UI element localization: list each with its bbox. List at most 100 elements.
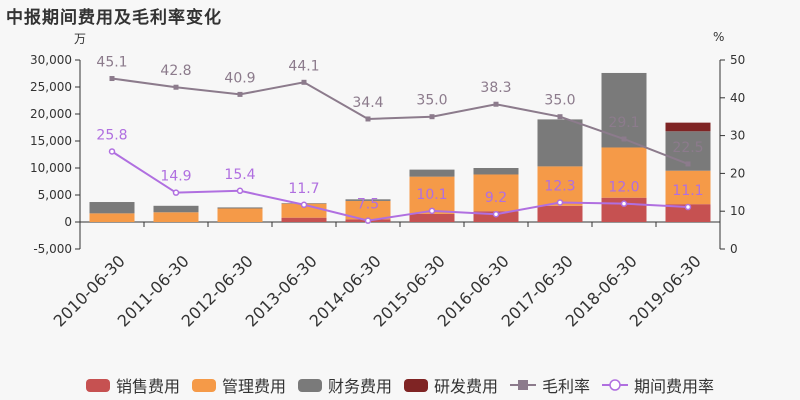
legend-symbol	[602, 379, 629, 391]
bar-segment	[217, 208, 263, 222]
data-label: 44.1	[288, 58, 319, 74]
data-label: 29.1	[608, 115, 639, 131]
data-label: 9.2	[485, 190, 507, 206]
data-label: 42.8	[160, 63, 191, 79]
bar-segment	[537, 166, 583, 206]
chart-title: 中报期间费用及毛利率变化	[6, 8, 222, 28]
line-point	[621, 136, 627, 142]
line-point	[429, 114, 435, 120]
line-point	[493, 101, 499, 107]
bar-segment	[665, 170, 711, 205]
legend-label: 销售费用	[115, 377, 180, 396]
data-label: 25.8	[96, 127, 127, 143]
line-point	[365, 116, 371, 122]
legend-label: 研发费用	[434, 377, 499, 396]
data-label: 10.1	[416, 187, 447, 203]
legend-item[interactable]: 期间费用率	[602, 373, 714, 397]
line-point	[685, 161, 691, 167]
line-point	[237, 91, 243, 97]
legend-symbol	[404, 378, 428, 392]
data-label: 12.0	[608, 180, 639, 196]
data-label: 34.4	[352, 95, 383, 111]
left-axis-unit: 万	[74, 32, 87, 46]
right-tick-label: 40	[730, 91, 745, 105]
line-point	[620, 200, 628, 207]
left-tick-label: 25,000	[30, 80, 72, 94]
left-tick-label: 15,000	[30, 134, 72, 148]
series-line	[111, 150, 689, 222]
legend-item[interactable]: 销售费用	[85, 373, 180, 397]
legend-symbol	[510, 380, 537, 390]
line-point	[108, 148, 116, 155]
data-label: 15.4	[224, 167, 255, 183]
right-tick-label: 20	[730, 166, 745, 180]
legend-symbol	[297, 378, 322, 392]
line-point	[236, 187, 244, 195]
line-point	[173, 84, 179, 90]
bar-segment	[537, 119, 583, 167]
bar-segment	[345, 200, 391, 220]
bar-segment	[409, 169, 455, 177]
bar-segment	[409, 213, 455, 222]
legend-label: 管理费用	[221, 377, 286, 396]
legend-label: 财务费用	[327, 377, 392, 396]
bar-segment	[601, 147, 647, 198]
data-label: 22.5	[672, 140, 703, 156]
right-tick-label: 50	[730, 53, 745, 67]
legend-item[interactable]: 管理费用	[191, 373, 286, 397]
data-label: 14.9	[160, 169, 191, 185]
data-label: 11.7	[288, 181, 319, 197]
bar-segment	[281, 217, 327, 222]
series-line	[111, 77, 689, 165]
data-label: 45.1	[96, 55, 127, 71]
bar-segment	[665, 204, 711, 222]
bar-segment	[601, 72, 647, 148]
line-point	[301, 79, 307, 85]
left-tick-label: 5,000	[38, 188, 72, 202]
line-point	[428, 207, 436, 215]
legend: 销售费用 管理费用 财务费用 研发费用 毛利率 期间费用率	[0, 373, 800, 397]
left-tick-label: -5,000	[33, 242, 72, 256]
line-point	[109, 76, 115, 82]
data-label: 7.5	[357, 197, 379, 213]
left-tick-label: 20,000	[30, 107, 72, 121]
bar-segment	[473, 174, 519, 212]
line-point	[492, 210, 500, 218]
bar-segment	[89, 213, 135, 222]
legend-symbol	[85, 378, 110, 392]
legend-symbol	[191, 378, 216, 392]
right-tick-label: 30	[730, 129, 745, 143]
right-tick-label: 0	[730, 242, 738, 256]
line-point	[556, 199, 564, 206]
bar-segment	[217, 207, 263, 209]
bar-segment	[665, 122, 711, 132]
bar-segment	[537, 205, 583, 222]
bar-segment	[473, 168, 519, 175]
line-point	[364, 217, 372, 224]
line-point	[684, 203, 692, 211]
data-label: 38.3	[480, 80, 511, 96]
line-point	[172, 189, 180, 196]
data-label: 40.9	[224, 70, 255, 86]
legend-item[interactable]: 财务费用	[297, 373, 392, 397]
data-label: 35.0	[416, 93, 447, 109]
line-point	[557, 114, 563, 120]
bar-segment	[153, 205, 199, 213]
left-tick-label: 30,000	[30, 53, 72, 67]
bar-segment	[89, 202, 135, 214]
legend-label: 毛利率	[542, 377, 591, 396]
data-label: 12.3	[544, 179, 575, 195]
legend-item[interactable]: 毛利率	[510, 373, 590, 397]
left-tick-label: 0	[64, 215, 72, 229]
bar-segment	[345, 199, 391, 201]
legend-item[interactable]: 研发费用	[404, 373, 498, 397]
right-axis-unit: %	[713, 30, 725, 44]
bar-segment	[153, 212, 199, 222]
line-point	[300, 201, 308, 209]
data-label: 11.1	[672, 183, 703, 199]
right-tick-label: 10	[730, 204, 745, 218]
left-tick-label: 10,000	[30, 161, 72, 175]
legend-label: 期间费用率	[634, 377, 715, 396]
